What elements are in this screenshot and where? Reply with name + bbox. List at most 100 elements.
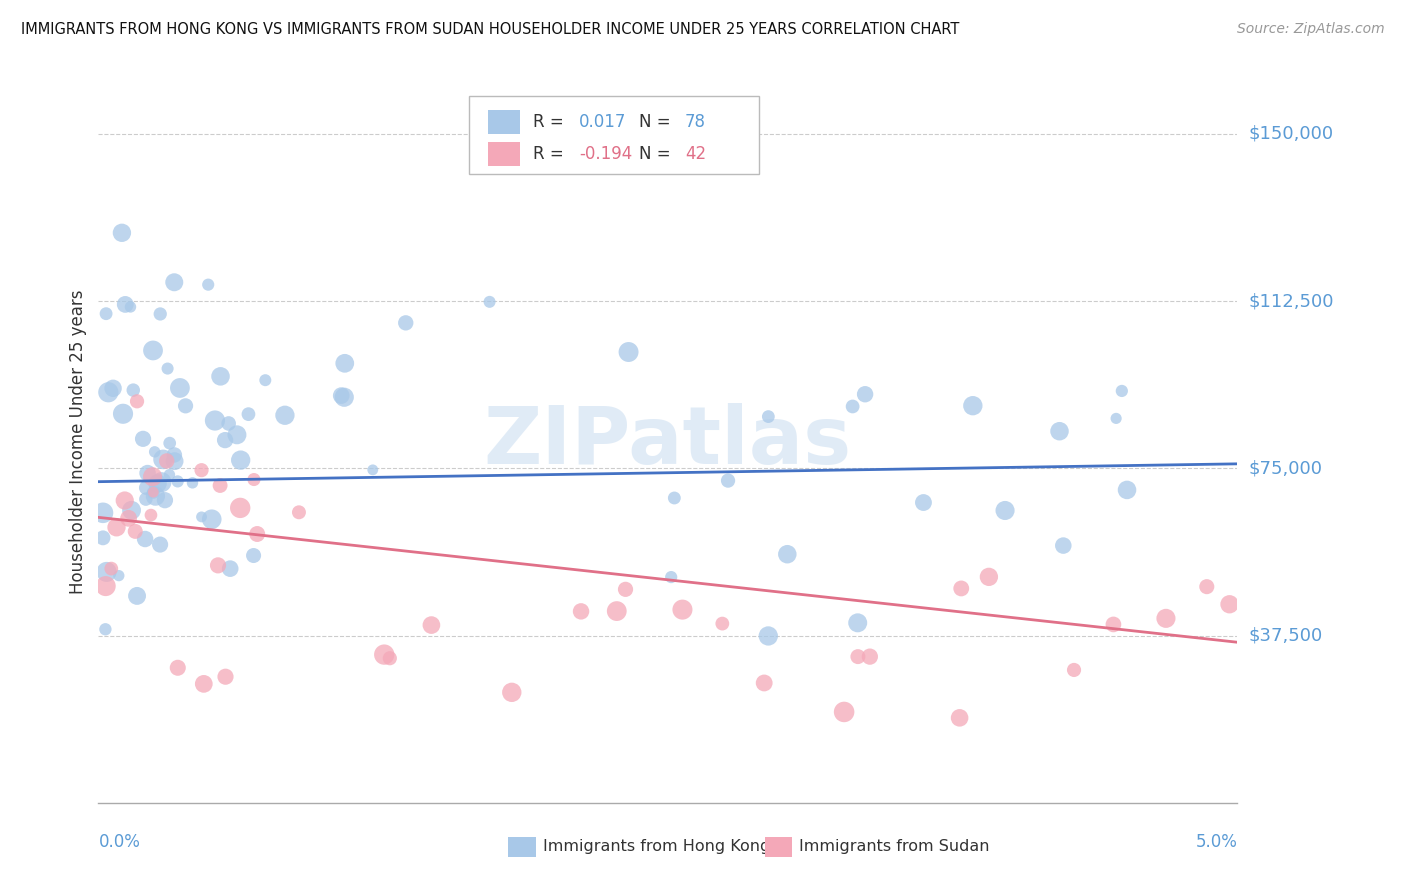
Point bbox=[91, 506, 114, 520]
Bar bbox=[509, 837, 536, 857]
Text: Immigrants from Hong Kong: Immigrants from Hong Kong bbox=[543, 839, 770, 855]
Point bbox=[333, 356, 356, 370]
Bar bbox=[488, 142, 520, 166]
Point bbox=[163, 454, 186, 468]
Point bbox=[111, 226, 134, 240]
Point bbox=[94, 622, 117, 636]
Point bbox=[617, 345, 640, 359]
Point bbox=[274, 409, 297, 423]
Point bbox=[209, 369, 232, 384]
Text: N =: N = bbox=[640, 113, 676, 131]
Point bbox=[1063, 663, 1085, 677]
Point bbox=[142, 343, 165, 358]
Text: N =: N = bbox=[640, 145, 676, 163]
Point bbox=[122, 383, 145, 397]
Point bbox=[108, 568, 131, 582]
Point bbox=[111, 407, 134, 421]
Point bbox=[219, 561, 242, 575]
Point bbox=[156, 454, 179, 468]
Point bbox=[97, 385, 120, 400]
Point bbox=[124, 524, 146, 539]
Text: 42: 42 bbox=[685, 145, 706, 163]
Text: $75,000: $75,000 bbox=[1249, 459, 1323, 477]
Point bbox=[912, 495, 935, 509]
Point bbox=[756, 409, 779, 424]
Point bbox=[163, 448, 186, 462]
Y-axis label: Householder Income Under 25 years: Householder Income Under 25 years bbox=[69, 289, 87, 594]
Point bbox=[832, 705, 855, 719]
Point bbox=[330, 388, 353, 402]
Point bbox=[142, 469, 165, 483]
Point bbox=[105, 520, 128, 534]
Point bbox=[606, 604, 628, 618]
Point bbox=[853, 387, 876, 401]
Point bbox=[229, 453, 252, 467]
Point bbox=[152, 452, 174, 467]
Point bbox=[333, 390, 356, 404]
Point bbox=[1116, 483, 1139, 497]
Point bbox=[859, 649, 882, 664]
Point bbox=[94, 307, 117, 321]
Point bbox=[204, 413, 226, 427]
Point bbox=[193, 677, 215, 691]
Point bbox=[614, 582, 637, 597]
Point bbox=[181, 475, 204, 490]
Point bbox=[1195, 580, 1218, 594]
Point bbox=[150, 475, 173, 490]
Point bbox=[174, 399, 197, 413]
Point bbox=[1052, 539, 1074, 553]
Point bbox=[146, 476, 169, 491]
Bar bbox=[488, 110, 520, 135]
Point bbox=[143, 445, 166, 459]
Point bbox=[950, 582, 973, 596]
Text: $112,500: $112,500 bbox=[1249, 292, 1334, 310]
Point bbox=[114, 493, 136, 508]
Point bbox=[994, 503, 1017, 517]
Point bbox=[846, 649, 869, 664]
Point bbox=[159, 436, 181, 450]
Point bbox=[420, 618, 443, 632]
Point bbox=[96, 565, 118, 579]
Point bbox=[846, 615, 869, 630]
Bar bbox=[765, 837, 792, 857]
Point bbox=[139, 508, 162, 522]
Text: -0.194: -0.194 bbox=[579, 145, 633, 163]
Point bbox=[114, 297, 136, 311]
Point bbox=[977, 570, 1000, 584]
Point bbox=[163, 275, 186, 289]
Point bbox=[125, 589, 148, 603]
Text: 5.0%: 5.0% bbox=[1195, 833, 1237, 851]
Point bbox=[142, 485, 165, 500]
Point bbox=[135, 481, 157, 495]
Text: Immigrants from Sudan: Immigrants from Sudan bbox=[799, 839, 990, 855]
Point bbox=[254, 373, 277, 387]
Point bbox=[100, 561, 122, 575]
Point bbox=[166, 661, 188, 675]
Text: $37,500: $37,500 bbox=[1249, 626, 1323, 645]
Point bbox=[121, 503, 143, 517]
Text: $150,000: $150,000 bbox=[1249, 125, 1333, 143]
Point bbox=[754, 676, 776, 690]
Point bbox=[201, 512, 224, 526]
Point bbox=[243, 473, 266, 487]
Point bbox=[664, 491, 686, 505]
Text: 0.017: 0.017 bbox=[579, 113, 627, 131]
Point bbox=[209, 478, 232, 492]
Text: Source: ZipAtlas.com: Source: ZipAtlas.com bbox=[1237, 22, 1385, 37]
Point bbox=[395, 316, 418, 330]
Point bbox=[142, 485, 165, 500]
Point bbox=[190, 463, 212, 477]
Point bbox=[153, 493, 176, 508]
Text: R =: R = bbox=[533, 145, 569, 163]
Point bbox=[841, 400, 863, 414]
Point bbox=[717, 474, 740, 488]
Point bbox=[501, 685, 523, 699]
Point bbox=[214, 433, 236, 447]
Point bbox=[159, 467, 181, 482]
Point bbox=[569, 604, 592, 618]
Point bbox=[125, 394, 148, 409]
Point bbox=[218, 417, 240, 431]
Text: IMMIGRANTS FROM HONG KONG VS IMMIGRANTS FROM SUDAN HOUSEHOLDER INCOME UNDER 25 Y: IMMIGRANTS FROM HONG KONG VS IMMIGRANTS … bbox=[21, 22, 959, 37]
Point bbox=[229, 500, 252, 515]
Point bbox=[1218, 597, 1240, 611]
